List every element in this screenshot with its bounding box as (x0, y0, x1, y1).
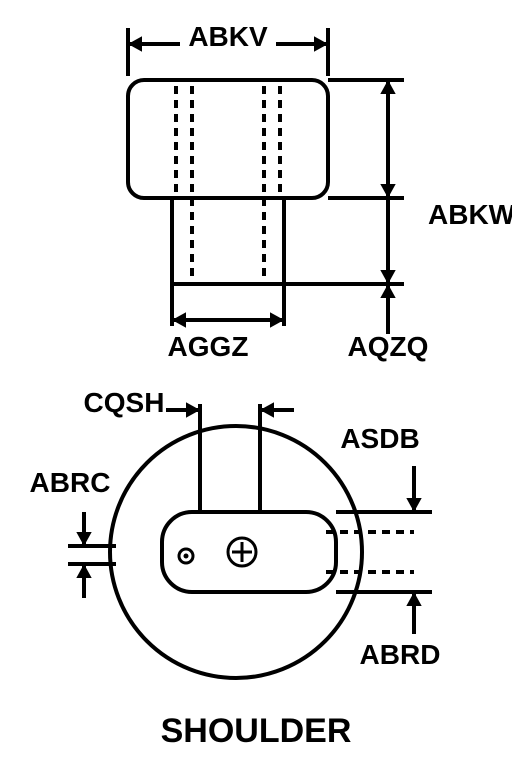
label-asdb: ASDB (340, 423, 419, 454)
top-body (128, 80, 328, 198)
label-aqzq: AQZQ (348, 331, 429, 362)
label-abrc: ABRC (30, 467, 111, 498)
label-cqsh: CQSH (84, 387, 165, 418)
title: SHOULDER (161, 712, 352, 750)
label-abrd: ABRD (360, 639, 441, 670)
label-aggz: AGGZ (168, 331, 249, 362)
label-abkw: ABKW (428, 199, 512, 230)
top-shaft (172, 198, 284, 284)
label-abkv: ABKV (188, 21, 268, 52)
